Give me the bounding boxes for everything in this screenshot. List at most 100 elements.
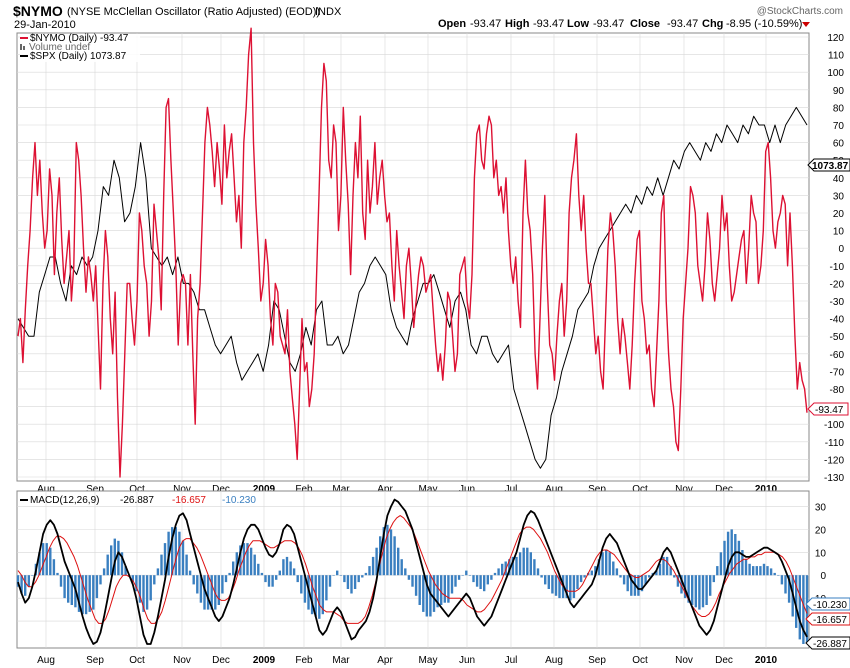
histogram-bar [328, 575, 332, 587]
main-y-tick-label: -100 [824, 420, 844, 431]
histogram-bar [440, 575, 443, 605]
histogram-bar [92, 575, 95, 610]
histogram-bar [41, 543, 45, 576]
macd-x-tick-label: Dec [715, 655, 733, 666]
histogram-bar [522, 547, 525, 576]
histogram-bar [289, 561, 292, 576]
main-y-tick-label: -80 [830, 385, 845, 396]
histogram-bar [221, 575, 224, 594]
histogram-bar [303, 575, 307, 603]
histogram-bar [142, 575, 145, 612]
main-y-tick-label: -60 [830, 350, 845, 361]
histogram-bar [802, 575, 805, 644]
main-x-tick-label: 2010 [755, 484, 778, 495]
histogram-bar [414, 575, 418, 596]
histogram-bar [120, 552, 124, 576]
histogram-bar [436, 575, 439, 608]
histogram-bar [350, 575, 353, 594]
histogram-bar [468, 575, 472, 576]
main-x-tick-label: Apr [377, 484, 393, 495]
histogram-bar [232, 561, 235, 576]
histogram-bar [762, 563, 766, 576]
macd-x-tick-label: Dec [212, 655, 230, 666]
main-x-tick-label: Dec [715, 484, 733, 495]
histogram-bar [619, 575, 622, 578]
main-x-tick-label: Nov [173, 484, 191, 495]
volume-icon-bar [23, 46, 25, 50]
histogram-bar [156, 568, 160, 576]
histogram-bar [160, 554, 163, 576]
histogram-bar [404, 568, 407, 576]
histogram-bar [325, 575, 328, 601]
histogram-bar [493, 572, 497, 576]
histogram-bar [450, 575, 454, 594]
histogram-bar [529, 552, 532, 576]
histogram-bar [131, 575, 134, 583]
nymo-last-value: -93.47 [815, 405, 844, 416]
histogram-bar [508, 559, 511, 576]
high-label: High [505, 18, 530, 30]
main-y-tick-label: -110 [825, 438, 845, 449]
histogram-bar [515, 556, 518, 576]
histogram-bar [389, 529, 393, 576]
macd-x-tick-label: Feb [295, 655, 313, 666]
main-y-tick-label: -10 [830, 262, 845, 273]
histogram-bar [687, 575, 690, 603]
main-x-tick-label: Jul [505, 484, 518, 495]
main-x-tick-label: Oct [632, 484, 648, 495]
signal-badge-value: -16.657 [813, 615, 847, 626]
main-y-tick-label: -20 [830, 279, 845, 290]
spx-line [17, 106, 808, 469]
histogram-bar [665, 556, 669, 576]
main-x-tick-label: Dec [212, 484, 230, 495]
histogram-bar [278, 570, 281, 576]
histogram-bar [153, 575, 156, 585]
symbol-description: (NYSE McClellan Oscillator (Ratio Adjust… [67, 6, 320, 18]
histogram-bar [24, 575, 27, 596]
macd-series [17, 498, 808, 645]
histogram-bar [540, 575, 543, 578]
histogram-bar [310, 575, 314, 615]
histogram-bar [787, 575, 791, 603]
main-y-tick-label: 90 [833, 86, 845, 97]
hist-value: -10.230 [222, 495, 256, 506]
legend-volume: Volume undef [29, 42, 90, 53]
macd-y-tick-label: 20 [815, 525, 827, 536]
histogram-bar [777, 575, 780, 576]
histogram-bar [411, 575, 414, 587]
histogram-bar [626, 575, 629, 592]
main-y-tick-label: -40 [830, 315, 845, 326]
histogram-bar [709, 575, 712, 596]
histogram-bar [339, 575, 342, 576]
macd-x-tick-label: Oct [129, 655, 145, 666]
histogram-bar [443, 575, 446, 603]
histogram-bar [533, 559, 536, 576]
histogram-bar [228, 572, 231, 576]
main-x-tick-label: Mar [332, 484, 350, 495]
close-label: Close [630, 18, 660, 30]
histogram-bar [630, 575, 633, 596]
macd-x-tick-label: Jul [505, 655, 518, 666]
histogram-bar [217, 575, 220, 605]
histogram-bar [572, 575, 576, 599]
histogram-bar [181, 540, 185, 576]
histogram-bar [590, 570, 593, 576]
histogram-bar [271, 575, 274, 587]
histogram-bar [418, 575, 421, 605]
histogram-bar [346, 575, 350, 589]
histogram-bar [798, 575, 801, 640]
histogram-bar [569, 575, 572, 601]
hist-badge-value: -10.230 [813, 600, 847, 611]
macd-badge-value: -26.887 [813, 639, 847, 650]
watermark: @StockCharts.com [757, 6, 843, 17]
legend-bg [20, 34, 140, 62]
histogram-bar [805, 575, 809, 644]
histogram-bar [719, 552, 723, 576]
main-y-tick-label: 80 [833, 103, 845, 114]
histogram-bar [504, 561, 507, 576]
histogram-bar [518, 552, 522, 576]
histogram-bar [648, 575, 651, 578]
main-x-tick-label: Aug [545, 484, 563, 495]
histogram-bar [45, 543, 48, 576]
